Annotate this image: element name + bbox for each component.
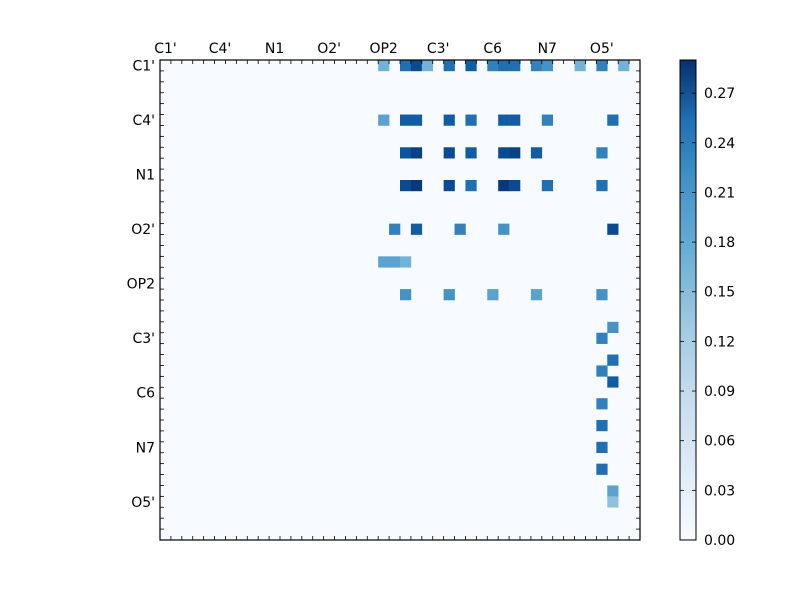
colorbar-tick-label: 0.18	[704, 235, 735, 251]
heatmap-cell	[487, 60, 499, 72]
x-tick-label: OP2	[369, 41, 397, 57]
heatmap-cell	[400, 180, 412, 192]
heatmap-cell	[607, 496, 619, 508]
heatmap-cell	[400, 60, 412, 72]
heatmap-cell	[596, 463, 608, 475]
heatmap-cell	[607, 321, 619, 334]
heatmap-cell	[378, 114, 390, 126]
x-tick-label: O2'	[317, 41, 341, 57]
colorbar-ticks: 0.00 0.03 0.06 0.09 0.12 0.15 0.18 0.21 0.24 0.27	[680, 86, 735, 549]
heatmap-cell	[596, 289, 608, 301]
heatmap-cell	[410, 114, 423, 126]
heatmap-cells	[160, 60, 640, 540]
heatmap-cell	[509, 147, 521, 159]
heatmap-cell	[607, 223, 619, 235]
heatmap-cell	[400, 147, 412, 159]
heatmap-cell	[596, 398, 608, 410]
colorbar-tick-label: 0.09	[704, 384, 735, 400]
y-tick-label: N7	[136, 440, 155, 456]
heatmap-cell	[465, 60, 477, 72]
heatmap-cell	[389, 223, 401, 235]
heatmap-cell	[541, 114, 554, 126]
heatmap-cell	[541, 60, 554, 72]
heatmap-cell	[465, 180, 477, 192]
heatmap-cell	[509, 60, 521, 72]
colorbar-tick-label: 0.00	[704, 533, 735, 549]
colorbar-tick-label: 0.03	[704, 483, 735, 499]
heatmap-cell	[596, 180, 608, 192]
heatmap-cell	[443, 60, 455, 72]
heatmap-cell	[498, 180, 510, 192]
heatmap-cell	[378, 256, 390, 268]
heatmap-cell	[530, 289, 543, 301]
x-tick-label: C1'	[154, 41, 177, 57]
x-tick-label: N1	[265, 41, 284, 57]
heatmap-cell	[465, 147, 477, 159]
x-tick-label: N7	[538, 41, 557, 57]
y-tick-label: O2'	[131, 222, 155, 238]
x-tick-label: C3'	[427, 41, 450, 57]
y-tick-label: OP2	[127, 277, 155, 293]
heatmap-cell	[465, 114, 477, 126]
heatmap-cell	[607, 485, 619, 497]
heatmap-cell	[607, 114, 619, 126]
heatmap-cell	[421, 60, 434, 72]
x-tick-label: C6	[483, 41, 502, 57]
x-tick-label: C4'	[209, 41, 232, 57]
heatmap-cell	[498, 223, 510, 235]
colorbar-tick-label: 0.15	[704, 285, 735, 301]
heatmap-cell	[378, 60, 390, 72]
heatmap-cell	[596, 420, 608, 432]
heatmap-cell	[410, 147, 423, 159]
heatmap-cell	[400, 256, 412, 268]
heatmap-cell	[498, 147, 510, 159]
axis-tick-labels: C1'C1' C4' C4' N1 N1 O2' O2' OP2 OP2 C3' C3' C6 C6 N7…	[127, 41, 614, 511]
heatmap-cell	[389, 256, 401, 268]
heatmap-cell	[443, 147, 455, 159]
heatmap-cell	[487, 289, 499, 301]
heatmap-cell	[607, 354, 619, 366]
axis-ticks	[159, 59, 641, 541]
colorbar-tick-label: 0.27	[704, 86, 735, 102]
heatmap-cell	[410, 223, 423, 235]
heatmap-cell	[530, 147, 543, 159]
heatmap-cell	[618, 60, 630, 72]
heatmap-cell	[498, 114, 510, 126]
heatmap-cell	[530, 60, 543, 72]
heatmap-cell	[509, 114, 521, 126]
heatmap-cell	[596, 441, 608, 454]
heatmap-cell	[443, 114, 455, 126]
y-tick-label: O5'	[131, 495, 155, 511]
y-tick-label: C6	[136, 386, 155, 402]
heatmap-cell	[443, 180, 455, 192]
colorbar-tick-label: 0.24	[704, 136, 735, 152]
y-tick-label: C1'	[132, 58, 155, 74]
heatmap-cell	[596, 365, 608, 377]
heatmap-cell	[607, 376, 619, 388]
heatmap-cell	[596, 60, 608, 72]
colorbar	[679, 59, 697, 541]
heatmap-cell	[410, 180, 423, 192]
heatmap-cell	[443, 289, 455, 301]
heatmap-cell	[596, 147, 608, 159]
heatmap-cell	[541, 180, 554, 192]
y-tick-label: C4'	[132, 113, 155, 129]
heatmap-cell	[454, 223, 466, 235]
heatmap-cell	[400, 114, 412, 126]
heatmap-cell	[410, 60, 423, 72]
heatmap-cell	[400, 289, 412, 301]
colorbar-tick-label: 0.12	[704, 334, 735, 350]
heatmap-cell	[498, 60, 510, 72]
y-tick-label: C3'	[132, 331, 155, 347]
heatmap-cell	[509, 180, 521, 192]
heatmap-cell	[596, 332, 608, 344]
x-tick-label: O5'	[590, 41, 614, 57]
colorbar-tick-label: 0.21	[704, 185, 735, 201]
colorbar-tick-label: 0.06	[704, 434, 735, 450]
heatmap-cell	[574, 60, 586, 72]
y-tick-label: N1	[136, 168, 155, 184]
